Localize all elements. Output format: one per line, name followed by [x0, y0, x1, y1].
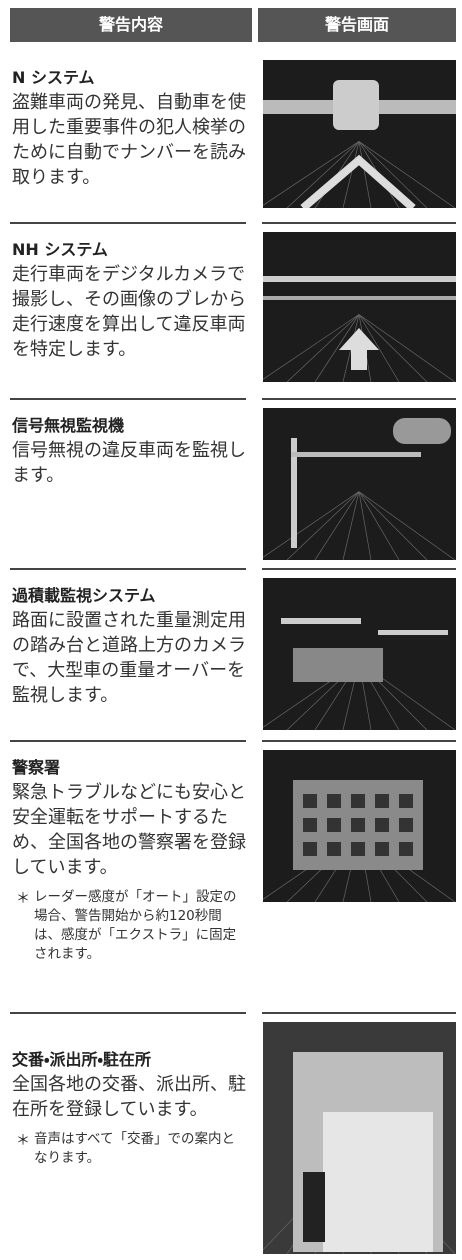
- row-rule: [10, 1012, 246, 1014]
- row-rule: [10, 222, 246, 224]
- row-title: 警察署: [12, 758, 61, 777]
- row-rule: [262, 740, 456, 742]
- warning-image: [263, 578, 456, 730]
- row-description: 全国各地の交番、派出所、駐在所を登録しています。: [12, 1074, 246, 1120]
- warning-image: [263, 408, 456, 560]
- row-description: 緊急トラブルなどにも安心と安全運転をサポートするため、全国各地の警察署を登録して…: [12, 782, 246, 878]
- row-description: 路面に設置された重量測定用の踏み台と道路上方のカメラで、大型車の重量オーバーを監…: [12, 610, 246, 706]
- row-title: NH システム: [12, 240, 108, 259]
- row-title: 交番・派出所・駐在所: [12, 1050, 151, 1069]
- warning-image: [263, 232, 456, 382]
- row-description: 信号無視の違反車両を監視します。: [12, 440, 246, 486]
- row-rule: [262, 398, 456, 400]
- row-rule: [262, 1012, 456, 1014]
- row-title: 信号無視監視機: [12, 416, 125, 435]
- row-rule: [262, 568, 456, 570]
- row-rule: [10, 740, 246, 742]
- row-description: 盗難車両の発見、自動車を使用した重要事件の犯人検挙のために自動でナンバーを読み取…: [12, 92, 246, 188]
- row-rule: [10, 398, 246, 400]
- warning-image: [263, 60, 456, 208]
- row-rule: [10, 568, 246, 570]
- warning-image: [263, 750, 456, 902]
- note-mark: ＊: [16, 1133, 30, 1149]
- note: 音声はすべて「交番」での案内となります。: [34, 1131, 236, 1166]
- row-title: N システム: [12, 68, 95, 87]
- column-header: 警告画面: [258, 8, 456, 42]
- column-header: 警告内容: [10, 8, 252, 42]
- row-description: 走行車両をデジタルカメラで撮影し、その画像のブレから走行速度を算出して違反車両を…: [12, 264, 246, 360]
- row-title: 過積載監視システム: [12, 586, 156, 605]
- row-rule: [262, 222, 456, 224]
- warning-image: [263, 1022, 456, 1254]
- note: レーダー感度が「オート」設定の場合、警告開始から約120秒間は、感度が「エクスト…: [34, 889, 237, 962]
- note-mark: ＊: [16, 891, 30, 907]
